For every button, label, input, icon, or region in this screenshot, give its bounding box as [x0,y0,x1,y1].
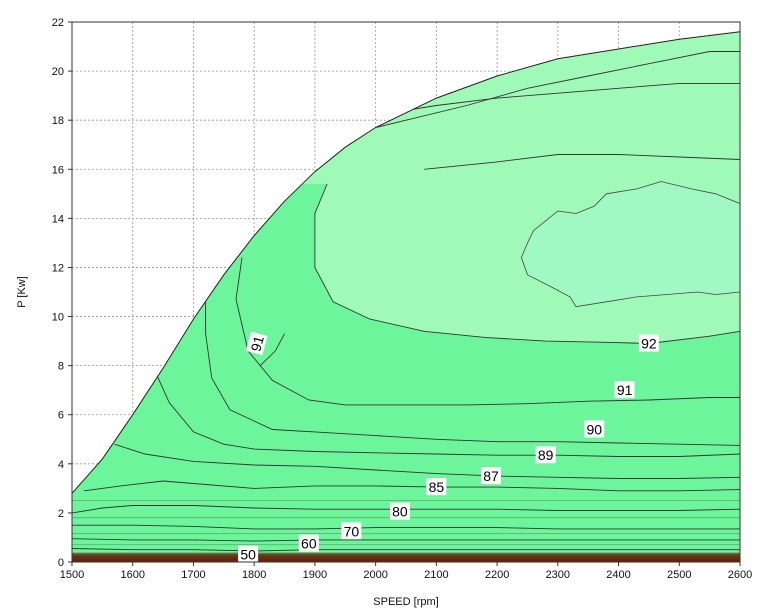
contour-label-text: 87 [483,468,499,484]
x-axis-ticks: 1500 1600 1700 1800 1900 2000 2100 2200 2300 2400… [60,562,752,581]
contour-label-92: 92 [638,334,659,352]
x-tick-label: 2000 [363,569,387,581]
y-tick-label: 0 [58,557,64,569]
contour-label-text: 90 [586,421,602,437]
y-axis-title: P [Kw] [16,276,28,308]
contour-label-bg [389,502,410,520]
contour-label-70: 70 [341,522,362,540]
contour-line-60 [72,538,740,542]
x-tick-label: 2300 [546,569,570,581]
contour-label-text: 89 [538,447,554,463]
torque-envelope-line [71,31,741,494]
y-tick-label: 6 [58,410,64,422]
contour-line-70 [72,524,740,530]
contour-label-text: 91 [247,334,267,353]
y-tick-label: 14 [52,213,64,225]
contour-line-92 [314,183,740,344]
band-below-92 [72,184,740,563]
contour-label-text: 60 [301,536,317,552]
plot-frame [71,21,741,563]
y-tick-label: 22 [52,17,64,29]
contour-label-bg [584,420,605,438]
contour-line [345,51,740,136]
contour-line [259,333,285,366]
y-tick-label: 16 [52,164,64,176]
contour-label-60: 60 [298,534,319,552]
contour-label-bg [245,331,268,356]
contour-line-90 [205,296,740,446]
contour-label-bg [298,534,319,552]
region-92 [520,181,740,308]
contour-label-bg [535,446,556,464]
y-tick-label: 8 [58,361,64,373]
contour-label-text: 50 [240,547,256,563]
contour-label-bg [481,467,502,485]
x-tick-label: 1500 [60,569,84,581]
contour-label-91: 91 [614,381,635,399]
x-tick-label: 2400 [606,569,630,581]
contour-label-bg [614,381,635,399]
contour-label-90: 90 [584,420,605,438]
contour-label-bg [426,478,447,496]
contour-line [424,154,740,170]
contour-label-text: 91 [617,382,633,398]
contour-label-text: 92 [641,336,657,352]
y-tick-label: 12 [52,262,64,274]
contour-label-91-small: 91 [245,331,268,356]
x-tick-label: 2500 [667,569,691,581]
x-tick-label: 1600 [120,569,144,581]
contour-label-text: 80 [392,504,408,520]
contour-line-50 [72,548,740,552]
contour-line-85 [84,480,740,492]
x-axis-title: SPEED [rpm] [373,596,438,608]
y-tick-label: 10 [52,312,64,324]
contour-label-text: 70 [344,523,360,539]
x-tick-label: 1700 [181,569,205,581]
contour-line-80 [72,505,740,514]
contour-label-bg [638,334,659,352]
x-tick-label: 2200 [485,569,509,581]
y-tick-label: 18 [52,115,64,127]
x-tick-label: 1800 [242,569,266,581]
y-tick-label: 2 [58,508,64,520]
y-tick-label: 20 [52,66,64,78]
x-tick-label: 1900 [303,569,327,581]
contour-label-80: 80 [389,502,410,520]
contour-label-bg [341,522,362,540]
x-tick-label: 2600 [728,569,752,581]
contour-line [375,82,740,116]
contour-line-89 [156,375,740,457]
contour-labels: 50 60 70 80 85 87 89 90 91 92 91 [238,331,659,563]
x-tick-label: 2100 [424,569,448,581]
contour-label-87: 87 [481,467,502,485]
contour-label-89: 89 [535,446,556,464]
contour-label-bg [238,545,259,563]
y-tick-label: 4 [58,459,64,471]
y-axis-ticks: 0 2 4 6 8 10 12 14 16 18 20 22 [52,17,72,569]
contour-line-87 [114,443,740,479]
contour-label-85: 85 [426,478,447,496]
contour-label-50: 50 [238,545,259,563]
contour-label-text: 85 [429,479,445,495]
